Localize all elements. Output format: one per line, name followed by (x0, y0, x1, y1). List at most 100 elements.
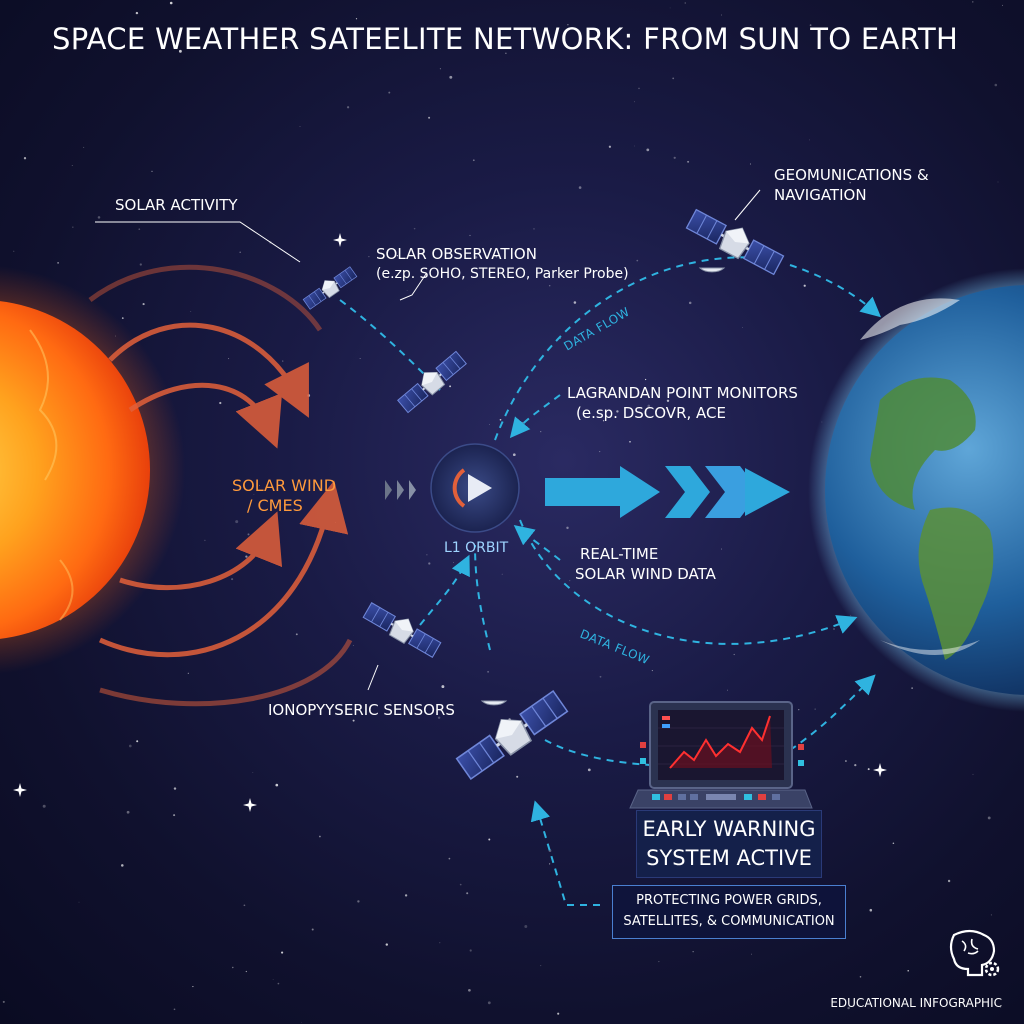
star (733, 653, 735, 656)
star (453, 562, 455, 564)
data-flow-paths (339, 256, 882, 906)
star (449, 75, 453, 79)
star (465, 565, 469, 568)
star (139, 263, 142, 266)
page-title: SPACE WEATHER SATEELITE NETWORK: FROM SU… (52, 22, 959, 56)
star (688, 301, 692, 305)
star (404, 894, 408, 897)
star (972, 773, 974, 775)
star (245, 970, 247, 973)
star (833, 628, 835, 630)
star (634, 145, 635, 147)
star (281, 951, 284, 954)
star (847, 1006, 850, 1010)
star (72, 226, 74, 228)
star (472, 159, 475, 162)
sun (0, 266, 185, 674)
footer-label: EDUCATIONAL INFOGRAPHIC (830, 996, 1002, 1010)
star (406, 276, 409, 279)
solar-wind-arcs (88, 264, 353, 707)
star (608, 145, 612, 148)
star (814, 708, 816, 710)
star (636, 259, 639, 262)
star (71, 164, 73, 166)
star (638, 87, 640, 90)
star (987, 816, 991, 820)
star (121, 317, 124, 319)
star (128, 744, 132, 748)
star (272, 979, 274, 980)
label-solar-observation-line2: (e.zp. SOHO, STEREO, Parker Probe) (376, 266, 629, 282)
star (798, 709, 800, 711)
star (854, 763, 857, 767)
sparkle-star (333, 233, 347, 247)
leader-solar-activity (95, 221, 301, 263)
star (428, 116, 431, 119)
star (357, 900, 360, 903)
star (751, 953, 752, 955)
star (42, 804, 46, 808)
star (990, 914, 992, 916)
star (684, 2, 686, 4)
star (245, 555, 248, 558)
star (301, 1022, 302, 1023)
label-lagrange-line1: LAGRANDAN POINT MONITORS (567, 384, 798, 402)
star (994, 83, 998, 87)
star (190, 310, 192, 312)
star (243, 904, 246, 907)
star (439, 942, 441, 944)
protection-line1: PROTECTING POWER GRIDS, (636, 893, 822, 908)
star (335, 522, 337, 523)
star (499, 418, 502, 421)
star (466, 892, 469, 895)
label-lagrange-line2: (e.sp. DSCOVR, ACE (576, 404, 726, 422)
label-solar-wind-line1: SOLAR WIND (232, 476, 337, 495)
label-geo-line2: NAVIGATION (774, 186, 867, 204)
star (673, 156, 676, 159)
early-warning-badge: EARLY WARNING SYSTEM ACTIVE (636, 810, 822, 878)
star (573, 301, 577, 304)
label-realtime-line1: REAL-TIME (580, 545, 659, 563)
star (459, 883, 462, 886)
star (78, 901, 80, 903)
data-transfer-arrows (385, 466, 790, 518)
star (319, 835, 321, 838)
star (252, 772, 254, 774)
star (549, 863, 551, 865)
star (629, 440, 631, 443)
star (849, 181, 851, 184)
star (169, 1, 173, 5)
star (396, 255, 399, 257)
star (616, 410, 619, 413)
star (489, 424, 490, 425)
star (239, 251, 241, 253)
star (599, 675, 602, 678)
sparkle-star (243, 798, 257, 812)
star (997, 181, 999, 183)
star (151, 170, 153, 173)
star (602, 420, 605, 422)
early-warning-line1: EARLY WARNING (642, 817, 816, 841)
star (474, 256, 478, 259)
star (1002, 4, 1003, 6)
star (533, 228, 535, 230)
star (469, 949, 472, 952)
satellite-lower (451, 684, 571, 784)
star (488, 838, 491, 841)
star (634, 101, 635, 103)
star (138, 228, 141, 231)
l1-monitor-icon (430, 443, 520, 533)
star (187, 672, 189, 674)
label-realtime-line2: SOLAR WIND DATA (575, 565, 716, 583)
star (647, 404, 651, 408)
star (23, 157, 27, 160)
star (235, 520, 239, 524)
star (126, 810, 130, 814)
star (275, 783, 279, 787)
star (749, 163, 751, 165)
star (232, 966, 234, 969)
geo-dish (698, 267, 726, 273)
star (97, 216, 101, 219)
